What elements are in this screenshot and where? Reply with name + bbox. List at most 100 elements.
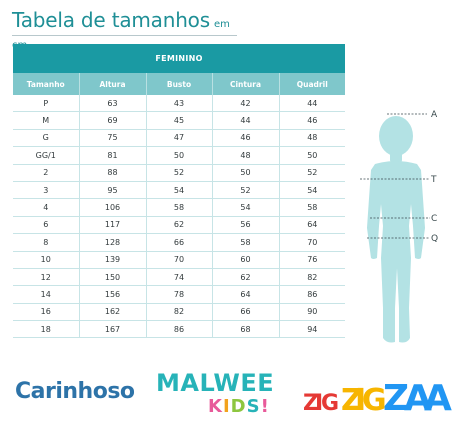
zig-letter: Z <box>341 383 363 418</box>
table-row: P 63 43 42 44 <box>13 95 346 113</box>
table-cell: 86 <box>145 320 212 339</box>
table-cell: 52 <box>211 181 279 200</box>
kids-letter: K <box>208 396 223 417</box>
table-cell: 66 <box>211 303 279 322</box>
table-row: 4 106 58 54 58 <box>13 198 346 217</box>
table-cell: 82 <box>278 268 346 287</box>
table-cell: 50 <box>145 146 212 165</box>
table-cell: 88 <box>78 164 146 182</box>
table-cell: 117 <box>78 216 146 235</box>
column-header-row: Tamanho Altura Busto Cintura Quadril <box>13 73 346 95</box>
table-cell: 78 <box>145 285 212 304</box>
table-cell: 94 <box>278 320 346 339</box>
table-cell: GG/1 <box>13 146 79 165</box>
table-row: M 69 45 44 46 <box>13 111 346 130</box>
table-cell: 60 <box>211 251 279 269</box>
table-row: 16 162 82 66 90 <box>13 303 346 322</box>
table-row: 2 88 52 50 52 <box>13 164 346 182</box>
size-table: FEMININO Tamanho Altura Busto Cintura Quadri… <box>13 44 346 339</box>
table-cell: 95 <box>78 181 146 200</box>
table-cell: 46 <box>211 129 279 148</box>
table-cell: 70 <box>145 251 212 269</box>
table-cell: 43 <box>145 95 212 113</box>
title-main: Tabela de tamanhos <box>12 8 210 32</box>
table-cell: 54 <box>145 181 212 200</box>
kids-letter: D <box>230 396 247 417</box>
zig-letter: Z <box>383 378 409 418</box>
table-cell: 47 <box>145 129 212 148</box>
table-row: 6 117 62 56 64 <box>13 216 346 235</box>
table-cell: 3 <box>13 181 79 200</box>
table-cell: 42 <box>211 95 279 113</box>
column-header: Cintura <box>211 73 279 95</box>
table-cell: 62 <box>145 216 212 235</box>
table-cell: 58 <box>145 198 212 217</box>
table-cell: 150 <box>78 268 146 287</box>
table-cell: 6 <box>13 216 79 235</box>
group-header: FEMININO <box>13 44 346 73</box>
table-cell: 156 <box>78 285 146 304</box>
table-cell: 10 <box>13 251 79 269</box>
table-cell: 82 <box>145 303 212 322</box>
malwee-logo-text: MALWEE <box>156 369 275 397</box>
table-row: 14 156 78 64 86 <box>13 285 346 304</box>
marker-t: T <box>430 175 437 185</box>
table-cell: 139 <box>78 251 146 269</box>
table-cell: 2 <box>13 164 79 182</box>
zig-letter: I <box>315 391 323 416</box>
table-cell: 64 <box>211 285 279 304</box>
table-cell: P <box>13 95 79 113</box>
table-cell: 50 <box>211 164 279 182</box>
table-cell: 12 <box>13 268 79 287</box>
zig-letter: A <box>424 378 452 418</box>
table-cell: 14 <box>13 285 79 304</box>
column-header: Busto <box>145 73 212 95</box>
table-cell: 18 <box>13 320 79 339</box>
column-header: Tamanho <box>13 73 79 95</box>
table-cell: 162 <box>78 303 146 322</box>
table-cell: 54 <box>211 198 279 217</box>
zig-letter: G <box>362 383 387 418</box>
table-row: 12 150 74 62 82 <box>13 268 346 287</box>
table-cell: 48 <box>278 129 346 148</box>
table-cell: 56 <box>211 216 279 235</box>
table-cell: 90 <box>278 303 346 322</box>
table-cell: 68 <box>211 320 279 339</box>
table-cell: 50 <box>278 146 346 165</box>
column-header: Quadril <box>278 73 346 95</box>
marker-a: A <box>431 110 438 120</box>
table-row: GG/1 81 50 48 50 <box>13 146 346 165</box>
table-cell: 48 <box>211 146 279 165</box>
zig-letter: Z <box>303 391 319 416</box>
size-table-body: P 63 43 42 44 M 69 45 44 46 G 75 47 46 48 GG/1 81 50 48 50 2… <box>13 95 346 339</box>
table-cell: 54 <box>278 181 346 200</box>
table-row: G 75 47 46 48 <box>13 129 346 148</box>
table-row: 18 167 86 68 94 <box>13 320 346 339</box>
table-cell: 106 <box>78 198 146 217</box>
kids-letter: ! <box>260 396 270 417</box>
table-cell: 66 <box>145 233 212 252</box>
table-cell: M <box>13 111 79 130</box>
table-cell: G <box>13 129 79 148</box>
table-cell: 70 <box>278 233 346 252</box>
table-cell: 44 <box>211 111 279 130</box>
table-cell: 64 <box>278 216 346 235</box>
table-cell: 58 <box>278 198 346 217</box>
table-cell: 44 <box>278 95 346 113</box>
marker-lines <box>360 113 430 239</box>
marker-c: C <box>431 214 437 224</box>
table-cell: 8 <box>13 233 79 252</box>
table-cell: 46 <box>278 111 346 130</box>
table-cell: 86 <box>278 285 346 304</box>
child-silhouette <box>367 116 425 343</box>
table-row: 10 139 70 60 76 <box>13 251 346 269</box>
child-figure: A T C Q <box>360 110 438 343</box>
kids-logo-text: KIDS! <box>208 396 270 417</box>
table-cell: 76 <box>278 251 346 269</box>
table-cell: 81 <box>78 146 146 165</box>
zig-letter: I <box>355 383 366 418</box>
table-cell: 52 <box>145 164 212 182</box>
